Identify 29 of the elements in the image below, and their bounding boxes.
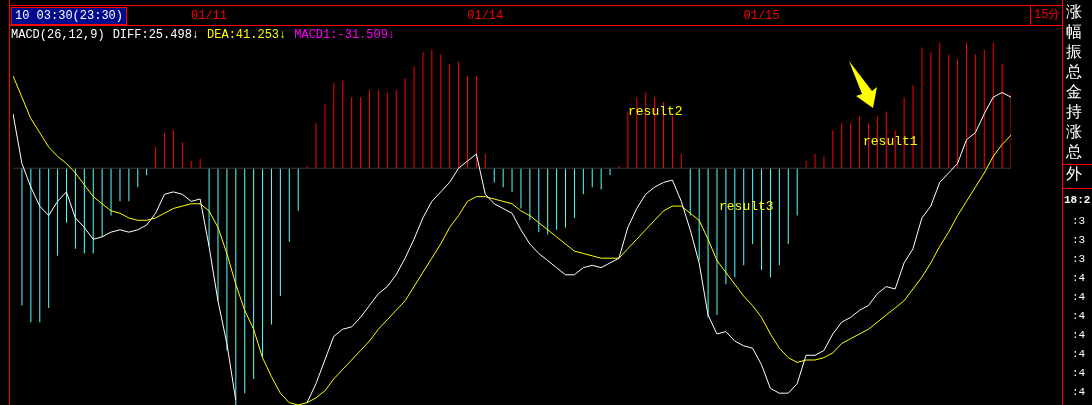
text: 涨: [1066, 2, 1082, 21]
chart-title: MACD(26,12,9): [11, 27, 105, 43]
text: :4: [1072, 385, 1086, 400]
text: 幅: [1066, 22, 1082, 41]
text: 持: [1066, 102, 1082, 121]
text: :3: [1072, 233, 1086, 248]
text: 总: [1066, 142, 1082, 161]
x-tick-label: 01/11: [190, 8, 229, 24]
text: 18:2: [1064, 193, 1091, 208]
text: :3: [1072, 252, 1086, 267]
text: DIFF:25.498↓: [112, 27, 200, 43]
text: 外: [1066, 164, 1082, 183]
text: 涨: [1066, 122, 1082, 141]
text: :4: [1072, 309, 1086, 324]
x-tick-label: 01/15: [742, 8, 781, 24]
text: :4: [1072, 328, 1086, 343]
text: :4: [1072, 271, 1086, 286]
text: :4: [1072, 366, 1086, 381]
text: :3: [1072, 214, 1086, 229]
text: 振: [1066, 42, 1082, 61]
text: 总: [1066, 62, 1082, 81]
text: 10 03:30(23:30): [11, 7, 128, 25]
text: :4: [1072, 347, 1086, 362]
text: 15分: [1034, 7, 1061, 23]
x-tick-label: 01/14: [466, 8, 505, 24]
text: DEA:41.253↓: [207, 27, 287, 43]
text: 金: [1066, 82, 1082, 101]
text: :4: [1072, 290, 1086, 305]
text: MACD1:-31.509↓: [294, 27, 396, 43]
